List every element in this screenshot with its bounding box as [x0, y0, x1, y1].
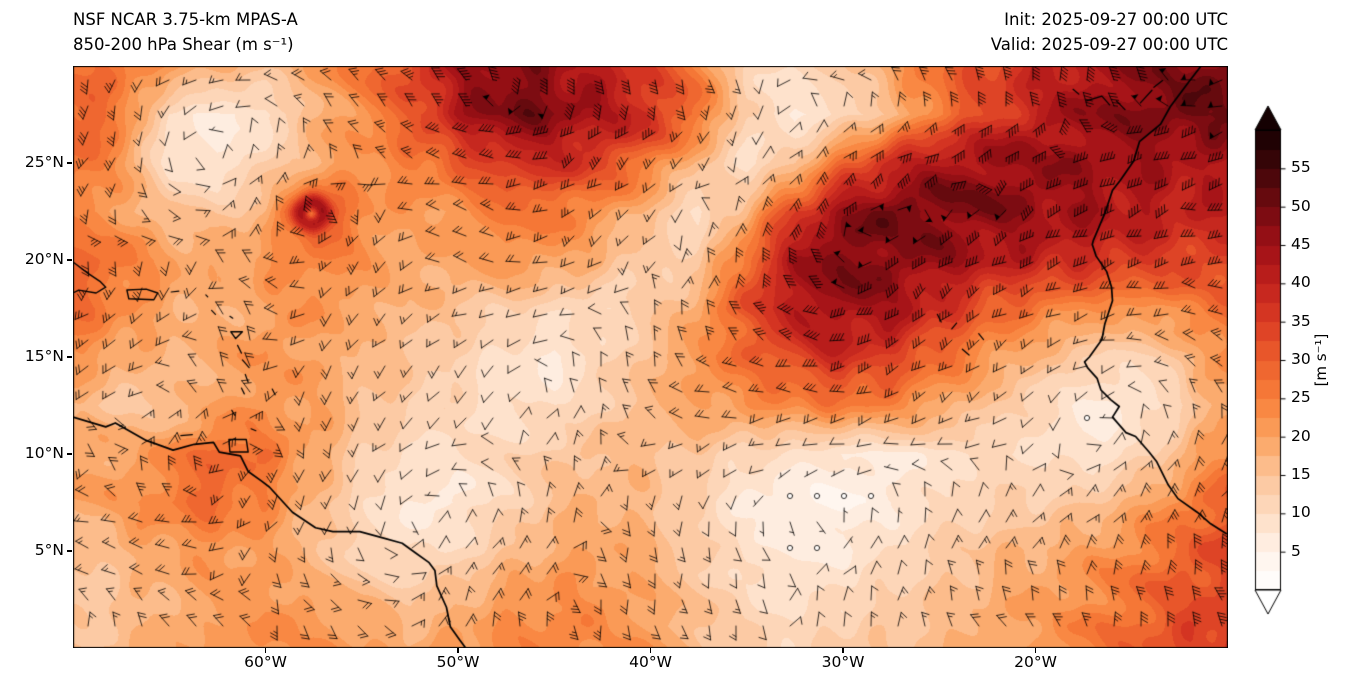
x-tick-label: 30°W [821, 653, 865, 671]
colorbar-canvas [1253, 104, 1287, 616]
colorbar-tick-label: 40 [1291, 273, 1311, 292]
x-tick-label: 50°W [436, 653, 480, 671]
y-tick [67, 356, 72, 358]
field-title: 850-200 hPa Shear (m s⁻¹) [73, 35, 294, 54]
x-tick [264, 648, 267, 653]
colorbar-tick-label: 50 [1291, 196, 1311, 215]
colorbar-tick-label: 5 [1291, 541, 1301, 560]
y-tick-label: 10°N [24, 444, 64, 462]
colorbar-tick-label: 35 [1291, 311, 1311, 330]
x-tick-label: 60°W [244, 653, 287, 671]
time-block: Init: 2025-09-27 00:00 UTC Valid: 2025-0… [991, 7, 1228, 57]
colorbar-tick-label: 15 [1291, 465, 1311, 483]
model-title: NSF NCAR 3.75-km MPAS-A [73, 10, 298, 29]
colorbar-tick-label: 30 [1291, 350, 1311, 368]
colorbar-tick-label: 25 [1291, 388, 1311, 407]
x-tick-label: 20°W [1014, 653, 1057, 671]
init-time-label: Init: 2025-09-27 00:00 UTC [1004, 10, 1228, 29]
map-plot [73, 66, 1228, 648]
x-tick [1034, 648, 1037, 653]
x-tick [842, 648, 844, 653]
y-tick [67, 162, 72, 164]
x-tick [457, 648, 459, 653]
y-tick [67, 453, 72, 455]
y-tick-label: 5°N [34, 541, 64, 559]
colorbar-tick-label: 10 [1291, 503, 1311, 522]
y-tick [67, 259, 72, 261]
y-tick-label: 25°N [24, 153, 64, 171]
y-tick [67, 550, 72, 552]
colorbar-tick-label: 55 [1291, 158, 1311, 177]
y-tick-label: 20°N [24, 250, 64, 268]
colorbar-tick-label: 45 [1291, 235, 1311, 253]
x-tick-label: 40°W [629, 653, 672, 671]
colorbar-unit-label: [m s⁻¹] [1312, 333, 1330, 387]
x-tick [649, 648, 652, 653]
colorbar-tick-label: 20 [1291, 426, 1311, 445]
title-block: NSF NCAR 3.75-km MPAS-A 850-200 hPa Shea… [73, 7, 298, 57]
valid-time-label: Valid: 2025-09-27 00:00 UTC [990, 35, 1228, 54]
colorbar [1253, 104, 1287, 620]
y-tick-label: 15°N [24, 347, 64, 365]
map-canvas [73, 66, 1228, 648]
